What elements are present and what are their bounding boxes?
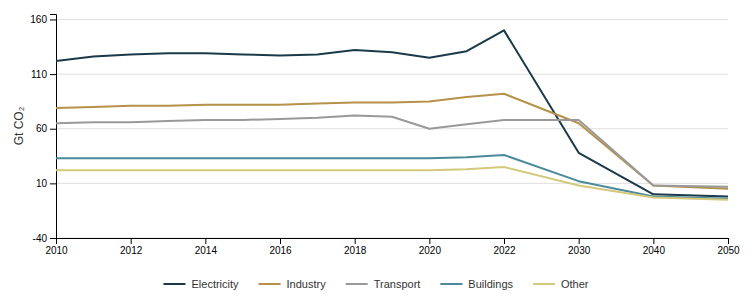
legend-label: Buildings <box>468 278 513 290</box>
legend-item: Transport <box>346 278 421 290</box>
x-tick-mark <box>131 238 132 244</box>
plot: 2010 2012 2014 2016 2018 2020 2022 2030 2040 2050… <box>30 14 740 256</box>
legend-label: Industry <box>287 278 327 290</box>
y-tick: 60 <box>36 123 56 134</box>
x-tick-mark <box>205 238 206 244</box>
legend-item: Other <box>533 278 589 290</box>
chart: 2010 2012 2014 2016 2018 2020 2022 2030 2040 2050… <box>0 0 752 296</box>
series-line <box>56 116 728 187</box>
x-tick-label: 2012 <box>120 245 143 256</box>
y-tick-label: 60 <box>36 123 48 134</box>
y-tick-label: 160 <box>30 14 47 25</box>
y-axis: -40 10 60 110 160 <box>30 14 56 244</box>
y-tick-mark <box>50 74 56 75</box>
y-tick: 160 <box>30 14 56 25</box>
legend-swatch <box>533 283 555 285</box>
x-tick: 2016 <box>269 238 292 256</box>
y-tick-label: 110 <box>31 69 47 80</box>
legend-swatch <box>346 283 368 285</box>
x-tick-label: 2014 <box>195 245 218 256</box>
x-tick-label: 2016 <box>269 245 292 256</box>
axis-line <box>57 239 729 245</box>
x-tick-label: 2020 <box>419 245 442 256</box>
y-tick: 10 <box>36 178 56 189</box>
x-tick-mark <box>653 238 654 244</box>
y-axis-title: Gt CO₂ <box>12 106 26 145</box>
x-tick: 2014 <box>195 238 218 256</box>
x-tick-label: 2040 <box>643 245 666 256</box>
grid-line <box>56 74 728 75</box>
grid-line <box>56 183 728 184</box>
y-tick-label: 10 <box>36 178 48 189</box>
x-tick: 2050 <box>717 238 740 256</box>
legend-label: Electricity <box>191 278 239 290</box>
y-tick-mark <box>50 238 56 239</box>
x-axis: 2010 2012 2014 2016 2018 2020 2022 2030 2040 2050 <box>45 238 740 256</box>
axis-line <box>50 15 57 239</box>
series-line <box>56 94 728 189</box>
x-tick: 2018 <box>344 238 367 256</box>
legend-item: Buildings <box>440 278 513 290</box>
x-tick-label: 2018 <box>344 245 367 256</box>
y-tick: -40 <box>33 233 56 244</box>
lines <box>56 30 728 199</box>
x-tick: 2012 <box>120 238 143 256</box>
legend-swatch <box>259 283 281 285</box>
series-line <box>56 30 728 196</box>
y-tick-mark <box>50 19 56 20</box>
y-tick-mark <box>50 129 56 130</box>
legend-item: Industry <box>259 278 327 290</box>
legend-swatch <box>440 283 462 285</box>
x-tick-label: 2010 <box>45 245 68 256</box>
x-tick-mark <box>429 238 430 244</box>
legend-label: Other <box>561 278 589 290</box>
legend-swatch <box>163 283 185 285</box>
legend-label: Transport <box>374 278 421 290</box>
y-tick-label: -40 <box>33 233 48 244</box>
series-line <box>56 155 728 199</box>
grid-line <box>56 128 728 129</box>
x-tick: 2020 <box>419 238 442 256</box>
x-tick-mark <box>355 238 356 244</box>
grid-line <box>56 19 728 20</box>
y-tick: 110 <box>31 69 56 80</box>
x-tick: 2030 <box>568 238 591 256</box>
grid <box>56 19 728 238</box>
x-tick-label: 2022 <box>493 245 516 256</box>
x-tick-mark <box>504 238 505 244</box>
x-tick-mark <box>579 238 580 244</box>
y-tick-mark <box>50 183 56 184</box>
legend-item: Electricity <box>163 278 239 290</box>
x-tick-label: 2050 <box>717 245 740 256</box>
x-tick-label: 2030 <box>568 245 591 256</box>
legend: Electricity Industry Transport Buildings Oth… <box>163 278 588 290</box>
x-tick: 2022 <box>493 238 516 256</box>
x-tick: 2040 <box>643 238 666 256</box>
x-tick-mark <box>728 238 729 244</box>
series-line <box>56 167 728 200</box>
x-tick-mark <box>280 238 281 244</box>
x-tick: 2010 <box>45 238 68 256</box>
